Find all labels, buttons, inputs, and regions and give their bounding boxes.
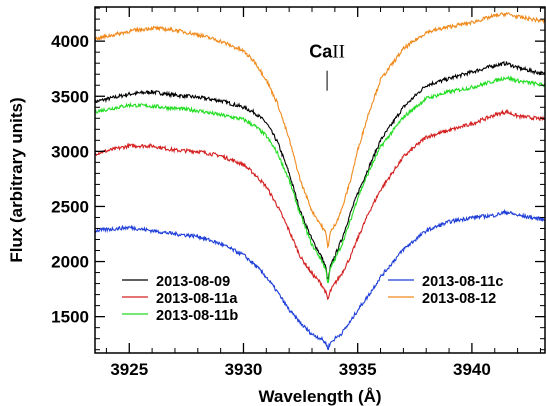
- legend-label: 2013-08-11a: [156, 291, 238, 307]
- series-line-2013-08-11a: [95, 108, 545, 301]
- x-tick-label: 3925: [110, 360, 148, 379]
- plot-frame: [94, 6, 546, 354]
- legend-label: 2013-08-09: [156, 274, 230, 290]
- series-line-2013-08-11c: [95, 208, 545, 351]
- annotation-label: CaII: [309, 42, 345, 63]
- y-tick-label: 3000: [51, 142, 89, 161]
- y-tick-label: 4000: [51, 32, 89, 51]
- x-tick-label: 3930: [225, 360, 263, 379]
- y-axis-label: Flux (arbitrary units): [7, 97, 26, 262]
- y-tick-label: 2000: [51, 253, 89, 272]
- series-line-2013-08-12: [95, 11, 545, 249]
- legend-label: 2013-08-12: [422, 291, 496, 307]
- legend-label: 2013-08-11c: [422, 274, 503, 290]
- series-line-2013-08-11b: [95, 75, 545, 284]
- annotation-layer: CaII: [309, 42, 345, 91]
- y-tick-label: 3500: [51, 87, 89, 106]
- series-layer: [95, 11, 545, 351]
- axis-layer: 3925 3930 3935 3940 1500 2000 2500 3000 3500 4000: [51, 7, 545, 379]
- legend-label: 2013-08-11b: [156, 308, 238, 324]
- y-tick-label: 1500: [51, 308, 89, 327]
- x-tick-label: 3940: [453, 360, 491, 379]
- y-tick-label: 2500: [51, 197, 89, 216]
- x-axis-label: Wavelength (Å): [258, 387, 381, 406]
- x-tick-label: 3935: [339, 360, 377, 379]
- series-line-2013-08-09: [95, 60, 545, 281]
